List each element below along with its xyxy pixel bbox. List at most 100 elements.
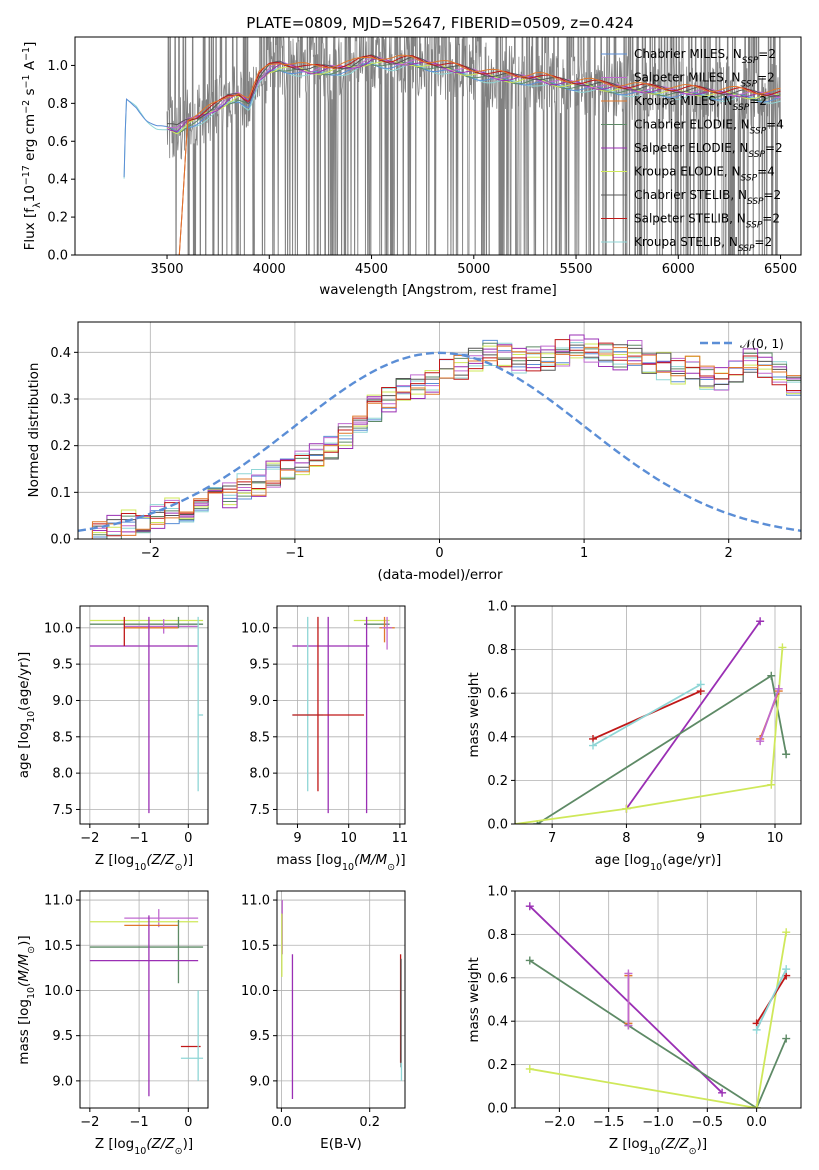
legend-text: Salpeter MILES, N: [634, 71, 741, 85]
grid: [515, 605, 801, 825]
errorbar-salpeter_miles: [124, 909, 199, 928]
y-tick-label: 9.5: [249, 1029, 270, 1044]
histogram-kroupa_stelib: [78, 342, 801, 539]
y-tick-label: 0.6: [47, 135, 68, 150]
x-tick-label: −1: [285, 546, 304, 561]
y-tick-label: 0.2: [487, 1058, 508, 1073]
y-tick-label: 0.2: [47, 211, 68, 226]
x-tick-label: 8: [622, 831, 630, 846]
axes-spectrum: 3500 4000 4500 5000 5500 6000 6500 0.0 0.2 0.4 0.6…: [21, 36, 802, 298]
label-part: )]: [183, 852, 194, 868]
label-part: mass [log: [276, 852, 342, 868]
histogram-salpeter_stelib: [78, 339, 801, 539]
x-tick-label: 6000: [662, 262, 695, 277]
y-tick-label: 0.2: [487, 774, 508, 789]
histogram-kroupa_elodie: [78, 343, 801, 539]
y-tick-label: 0.3: [50, 393, 71, 408]
axes-frame: [514, 890, 802, 1109]
y-tick-label: 0.8: [47, 97, 68, 112]
x-axis-label: E(B-V): [320, 1136, 362, 1152]
point-kroupa_stelib: [752, 1025, 761, 1034]
point-kroupa_stelib: [696, 680, 705, 689]
label-part: (Z/Z: [146, 1136, 175, 1152]
y-tick-label: 0.0: [487, 1102, 508, 1117]
axes-frame: [74, 36, 802, 256]
label-part: 10: [134, 862, 146, 873]
label-part: Flux [f: [22, 207, 38, 251]
label-part: −17: [21, 165, 32, 185]
label-part: −1: [21, 74, 32, 88]
y-tick-label: 0.6: [487, 687, 508, 702]
label-part: 10: [342, 862, 354, 873]
legend-subscript: SSP: [748, 150, 765, 160]
x-tick-label: 7: [548, 831, 556, 846]
legend-entry: Kroupa MILES, NSSP=2: [634, 94, 767, 113]
legend-subscript: SSP: [733, 103, 750, 113]
label-part: age [log: [595, 852, 650, 868]
point-kroupa_elodie: [782, 928, 791, 937]
x-tick-label: 4500: [355, 262, 388, 277]
label-part: mass [log: [16, 999, 32, 1065]
x-tick-label: 1: [580, 546, 588, 561]
legend-text: Salpeter ELODIE, N: [634, 141, 748, 155]
histogram-chabrier_stelib: [78, 344, 801, 539]
figure-title: PLATE=0809, MJD=52647, FIBERID=0509, z=0…: [246, 14, 633, 32]
x-tick-label: 0.2: [359, 1115, 380, 1130]
y-tick-label: 10.0: [241, 621, 270, 636]
legend-value: =2: [754, 235, 772, 249]
x-tick-label: −2.0: [544, 1115, 576, 1130]
plot-area: [78, 334, 801, 539]
y-axis-label: Normed distribution: [26, 363, 42, 498]
y-tick-label: 0.8: [487, 928, 508, 943]
label-part: −1: [21, 47, 32, 61]
y-tick-label: 8.0: [249, 767, 270, 782]
series-line-kroupa_stelib: [755, 968, 788, 1031]
y-tick-label: 11.0: [44, 894, 73, 909]
grid: [78, 322, 801, 540]
y-tick-label: 10.5: [44, 939, 73, 954]
legend-value: =2: [749, 94, 767, 108]
histogram-salpeter_elodie: [78, 334, 801, 539]
label-part: 10: [134, 1146, 146, 1157]
legend-entry: Chabrier MILES, NSSP=2: [634, 47, 776, 66]
label-part: ⊙: [689, 1146, 697, 1157]
label-part: (Z/Z: [146, 852, 175, 868]
legend-entry: Kroupa ELODIE, NSSP=4: [634, 165, 775, 184]
x-tick-label: −1: [129, 1115, 148, 1130]
y-tick-label: 10.0: [241, 984, 270, 999]
x-axis-label: age [log10(age/yr)]: [595, 852, 721, 873]
label-part: 10: [22, 185, 38, 202]
errorbar-salpeter_stelib: [292, 616, 365, 792]
series-line-salpeter_elodie: [529, 905, 723, 1094]
label-part: )]: [183, 1136, 194, 1152]
legend-entry: Chabrier STELIB, NSSP=2: [634, 188, 781, 207]
x-tick-label: 0: [184, 831, 192, 846]
legend-text: Kroupa ELODIE, N: [634, 165, 741, 179]
y-tick-label: 0.8: [487, 643, 508, 658]
legend-value: =2: [758, 47, 776, 61]
point-chabrier_elodie: [782, 750, 791, 759]
point-kroupa_elodie: [778, 643, 787, 652]
y-tick-label: 0.4: [50, 346, 71, 361]
label-part: (age/yr)]: [662, 852, 721, 868]
label-part: ⊙: [175, 862, 183, 873]
y-tick-label: 8.0: [52, 767, 73, 782]
errorbar-kroupa_stelib: [197, 616, 204, 792]
axes-age_vs_Z: −2 −1 07.58.08.59.09.510.0Z [log10(Z/Z⊙)]a…: [16, 605, 209, 873]
point-chabrier_elodie: [525, 956, 534, 965]
point-salpeter_elodie: [756, 617, 765, 626]
x-tick-label: 10: [767, 831, 784, 846]
label-part: Z [log: [95, 852, 134, 868]
legend-text: Kroupa STELIB, N: [634, 235, 738, 249]
histogram-kroupa_miles: [78, 345, 801, 539]
y-tick-label: 0.0: [50, 533, 71, 548]
plot-area: [525, 902, 791, 1108]
y-axis-label: mass weight: [466, 672, 482, 757]
x-tick-label: 4000: [253, 262, 286, 277]
point-salpeter_miles: [624, 1021, 633, 1030]
x-axis-label: mass [log10(M/M⊙)]: [276, 852, 405, 873]
point-chabrier_elodie: [782, 1034, 791, 1043]
plot-area: [89, 616, 204, 814]
x-tick-label: 6500: [764, 262, 797, 277]
label-part: 10: [26, 987, 37, 999]
